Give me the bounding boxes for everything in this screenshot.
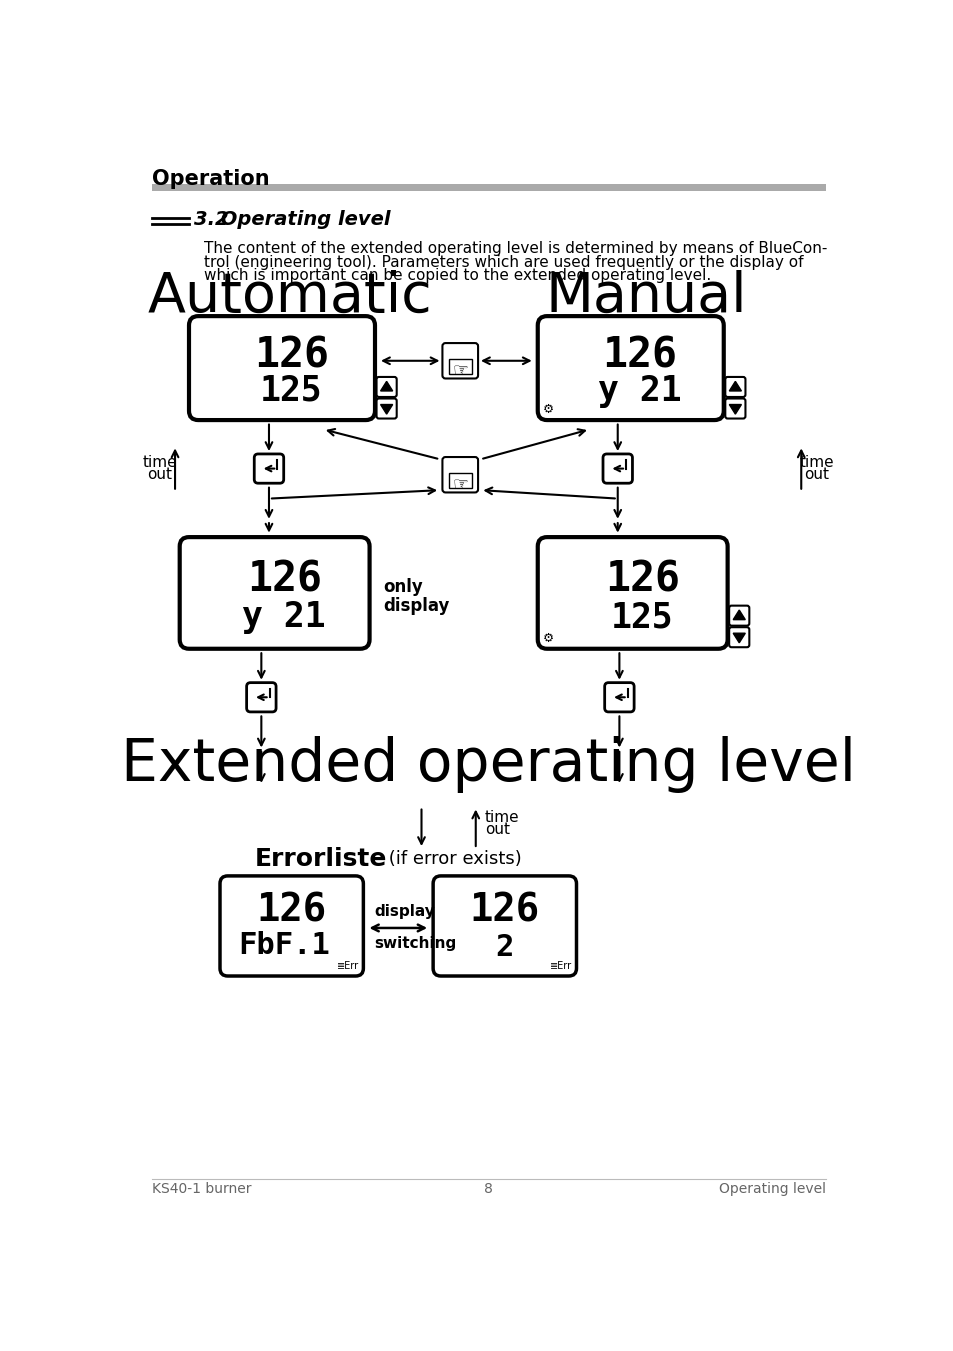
FancyBboxPatch shape [189,316,375,420]
FancyBboxPatch shape [442,457,477,493]
FancyBboxPatch shape [247,682,275,712]
FancyBboxPatch shape [728,605,748,626]
Text: 126: 126 [602,335,677,377]
Text: ⚙: ⚙ [542,403,554,416]
Text: out: out [803,467,828,482]
FancyBboxPatch shape [433,875,576,975]
Text: 126: 126 [256,892,327,929]
Polygon shape [733,611,744,620]
Text: Operating level: Operating level [719,1182,825,1196]
Text: trol (engineering tool). Parameters which are used frequently or the display of: trol (engineering tool). Parameters whic… [204,254,803,269]
Polygon shape [380,404,393,415]
Text: out: out [147,467,172,482]
Text: ≣Err: ≣Err [549,962,571,971]
Text: only: only [383,578,423,596]
Text: Manual: Manual [545,270,746,324]
Text: FbF.1: FbF.1 [238,931,330,961]
FancyBboxPatch shape [537,538,727,648]
Text: display: display [374,904,435,920]
Text: y 21: y 21 [242,600,326,635]
Text: Extended operating level: Extended operating level [121,736,856,793]
Text: time: time [484,809,519,825]
Text: out: out [484,823,510,838]
FancyBboxPatch shape [442,343,477,378]
Text: 8: 8 [484,1182,493,1196]
Text: y 21: y 21 [598,374,681,408]
Text: 125: 125 [260,374,322,408]
Text: KS40-1 burner: KS40-1 burner [152,1182,251,1196]
Bar [152,185,825,192]
Text: Operating level: Operating level [213,209,390,228]
Text: time: time [142,455,176,470]
Text: Operation: Operation [152,169,269,189]
Text: ≣Err: ≣Err [336,962,358,971]
Polygon shape [728,404,740,415]
FancyBboxPatch shape [604,682,634,712]
Text: 3.2: 3.2 [193,209,228,228]
Text: time: time [799,455,833,470]
Text: Automatic: Automatic [147,270,432,324]
FancyBboxPatch shape [376,377,396,397]
FancyBboxPatch shape [179,538,369,648]
FancyBboxPatch shape [724,377,744,397]
FancyBboxPatch shape [602,454,632,484]
Text: 125: 125 [610,600,673,635]
Text: display: display [383,597,450,615]
Polygon shape [733,634,744,643]
FancyBboxPatch shape [724,399,744,419]
Text: ☞: ☞ [452,362,468,380]
Text: 126: 126 [247,558,321,601]
FancyBboxPatch shape [220,875,363,975]
Text: ☞: ☞ [452,476,468,493]
Bar [448,359,472,374]
FancyBboxPatch shape [254,454,283,484]
Polygon shape [380,381,393,390]
Text: which is important can be copied to the extended operating level.: which is important can be copied to the … [204,267,711,282]
Text: switching: switching [374,936,456,951]
Text: 126: 126 [604,558,679,601]
Text: 126: 126 [469,892,539,929]
FancyBboxPatch shape [728,627,748,647]
Text: The content of the extended operating level is determined by means of BlueCon-: The content of the extended operating le… [204,242,827,257]
Text: 2: 2 [496,934,514,962]
FancyBboxPatch shape [376,399,396,419]
Text: Errorliste: Errorliste [254,847,387,871]
Text: 126: 126 [253,335,329,377]
Text: (if error exists): (if error exists) [382,850,521,867]
Bar [448,473,472,488]
Text: ⚙: ⚙ [542,631,554,644]
Polygon shape [728,381,740,390]
FancyBboxPatch shape [537,316,723,420]
